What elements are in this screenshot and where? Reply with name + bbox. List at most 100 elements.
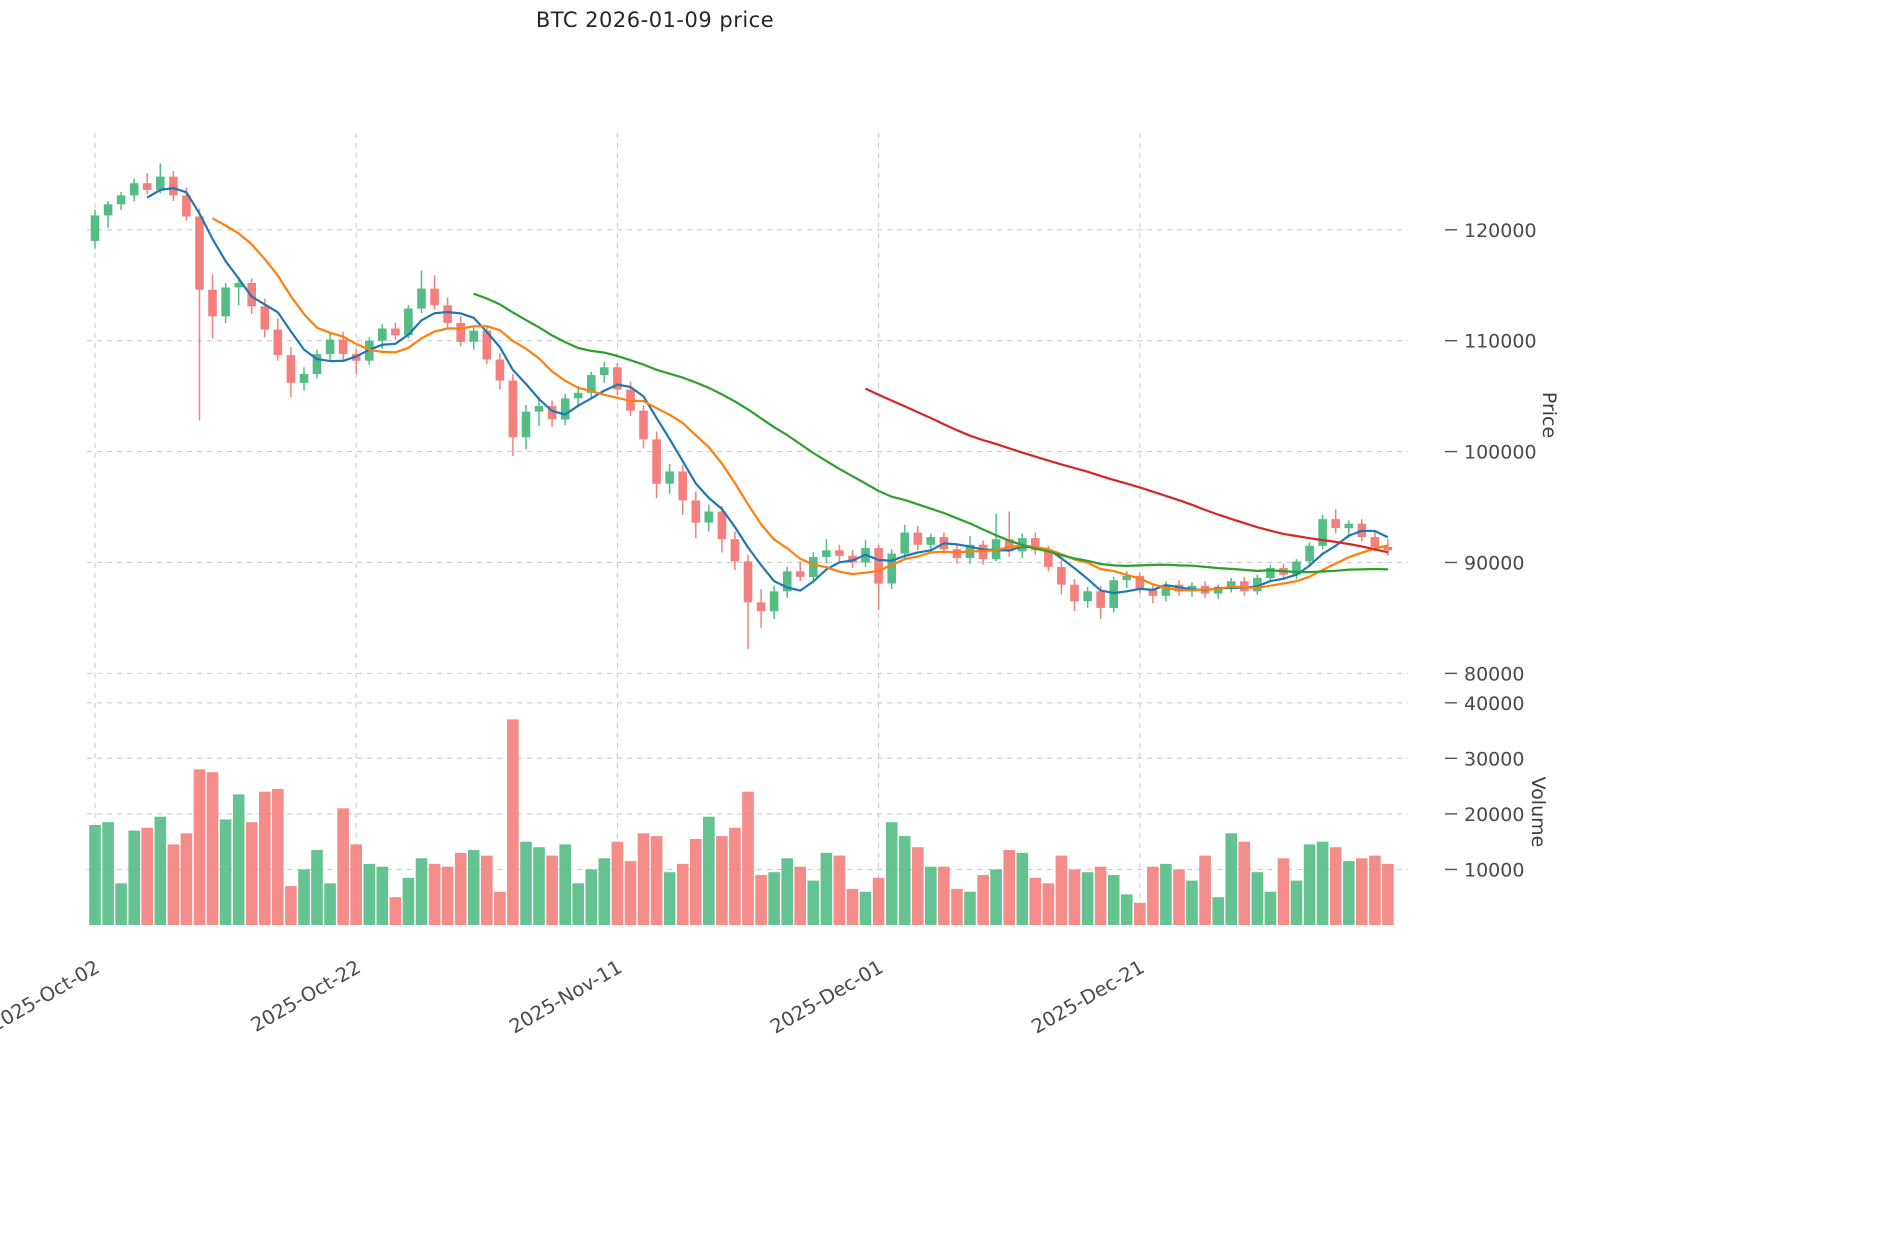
volume-bar	[559, 844, 571, 925]
candle-body	[208, 289, 217, 317]
volume-bar	[898, 836, 911, 925]
volume-bar	[846, 888, 859, 925]
candle-body	[809, 556, 818, 577]
volume-bar	[1199, 855, 1211, 925]
volume-layer	[89, 719, 1394, 925]
volume-bar	[1081, 872, 1094, 925]
ma-line-30	[473, 292, 1388, 574]
volume-bar	[415, 858, 428, 925]
chart-title: BTC 2026-01-09 price	[535, 8, 775, 32]
candle-body	[743, 561, 753, 603]
volume-bar	[285, 886, 297, 925]
candle-body	[260, 306, 270, 330]
volume-bar	[402, 877, 415, 925]
volume-bar	[690, 838, 702, 925]
volume-bar	[1147, 866, 1159, 925]
volume-bar	[102, 822, 114, 925]
price-tick-label: 90000	[1464, 552, 1524, 574]
candle-body	[1292, 561, 1301, 575]
candle-body	[1135, 575, 1145, 590]
candle-body	[404, 308, 413, 336]
volume-tick-label: 20000	[1464, 804, 1524, 826]
volume-bar	[807, 880, 820, 925]
price-tick-label: 110000	[1464, 331, 1537, 353]
volume-bar	[428, 863, 441, 925]
candle-body	[1266, 568, 1275, 578]
volume-bar	[1303, 844, 1316, 925]
volume-bar	[572, 883, 584, 925]
candle-body	[600, 367, 609, 376]
candle-body	[730, 539, 740, 562]
candle-body	[704, 511, 714, 523]
volume-bar	[598, 858, 611, 925]
volume-bar	[977, 875, 989, 925]
volume-bar	[1173, 869, 1185, 925]
volume-bar	[624, 861, 637, 925]
volume-bar	[507, 719, 519, 925]
volume-bar	[781, 858, 793, 925]
candle-body	[169, 176, 178, 196]
volume-bar	[467, 850, 480, 925]
volume-bar	[389, 897, 402, 925]
candle-body	[822, 550, 831, 557]
candle-body	[613, 367, 622, 390]
candle-body	[1004, 539, 1014, 552]
volume-bar	[1029, 877, 1042, 925]
volume-bar	[1382, 863, 1394, 925]
volume-bar	[729, 827, 741, 925]
volume-bar	[245, 822, 258, 925]
candle-body	[1122, 575, 1131, 581]
candle-body	[678, 471, 687, 501]
volume-bar	[1264, 891, 1277, 925]
price-tick-label: 100000	[1464, 442, 1537, 464]
volume-bar	[272, 788, 284, 925]
volume-bar	[494, 891, 506, 925]
volume-bar	[1238, 841, 1251, 925]
candle-body	[1253, 578, 1262, 592]
volume-bar	[650, 836, 663, 925]
candle-body	[195, 216, 204, 290]
candle-body	[286, 355, 296, 383]
volume-bar	[794, 866, 806, 925]
volume-bar	[1134, 902, 1146, 925]
candle-body	[508, 380, 518, 438]
candle-body	[430, 288, 439, 306]
price-axis-title: Price	[1538, 391, 1560, 439]
volume-bar	[585, 869, 598, 925]
candle-body	[874, 548, 883, 584]
volume-bar	[115, 883, 127, 925]
candle-body	[1331, 519, 1340, 529]
volume-bar	[703, 816, 715, 925]
volume-bar	[232, 794, 245, 925]
ma-line-10	[211, 217, 1389, 592]
candle-body	[378, 328, 387, 341]
candle-body	[1213, 586, 1223, 594]
volume-bar	[1369, 855, 1381, 925]
candle-body	[1096, 591, 1105, 608]
x-tick-label: 2025-Dec-21	[1027, 955, 1148, 1038]
x-tick-label: 2025-Oct-02	[0, 955, 103, 1036]
volume-bar	[1277, 858, 1290, 925]
candle-body	[573, 392, 583, 399]
candle-body	[156, 176, 165, 190]
volume-bar	[676, 863, 689, 925]
candle-body	[652, 439, 661, 484]
candle-body	[1161, 584, 1171, 596]
candle-body	[142, 183, 152, 190]
candle-body	[1344, 523, 1354, 529]
volume-bar	[1120, 894, 1133, 925]
volume-bar	[441, 866, 454, 925]
volume-bar	[1003, 850, 1015, 925]
candle-body	[835, 550, 844, 556]
volume-bar	[1186, 880, 1198, 925]
candle-body	[129, 183, 139, 196]
candle-body	[795, 571, 805, 577]
volume-bar	[663, 872, 676, 925]
volume-bar	[1316, 841, 1329, 925]
candle-body	[443, 305, 452, 323]
candle-body	[587, 375, 596, 393]
candle-body	[769, 591, 779, 612]
candle-body	[325, 339, 335, 354]
volume-bar	[206, 772, 219, 925]
